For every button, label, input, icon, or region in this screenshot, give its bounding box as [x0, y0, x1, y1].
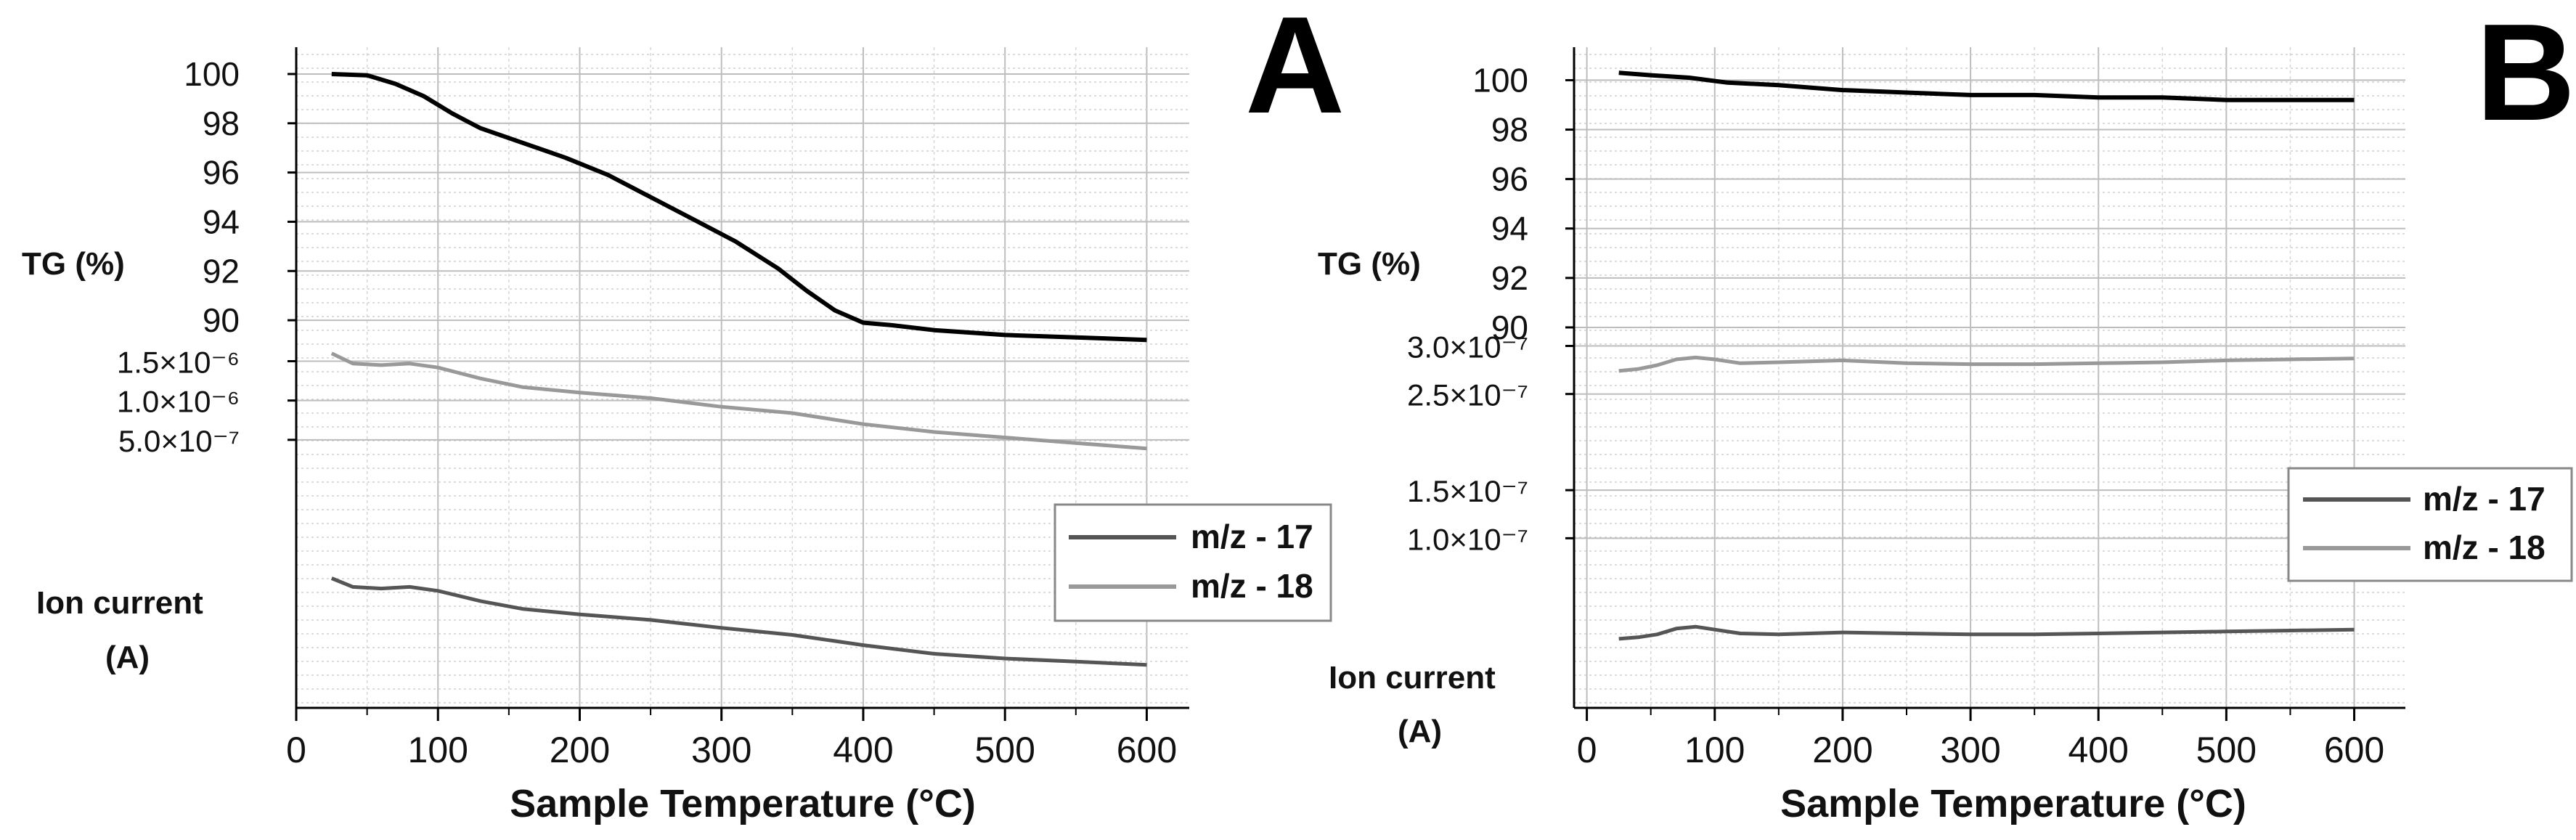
ion-tick-label: 5.0×10⁻⁷: [118, 424, 240, 458]
tg-tick-label: 96: [1491, 160, 1528, 198]
panel-a-x-ticks: 0 100 200 300 400 500 600: [286, 708, 1177, 770]
panel-b: B 0 100 200 300 400 500 600 100 98 96 94 92 90 3.0×…: [1318, 0, 2575, 825]
ion-tick-label: 1.5×10⁻⁶: [117, 346, 240, 380]
x-tick-label: 500: [2196, 730, 2257, 770]
panel-b-ion-ticks: 3.0×10⁻⁷ 2.5×10⁻⁷ 1.5×10⁻⁷ 1.0×10⁻⁷: [1407, 330, 1574, 556]
tg-tick-label: 90: [203, 301, 240, 339]
panel-a-legend-mz18: m/z - 18: [1191, 567, 1313, 605]
x-tick-label: 400: [833, 730, 893, 770]
panel-b-series: [1618, 70, 2355, 641]
panel-a: A 0 100 200 300 400 500 600 100 98 96 94 92 90 1.5×…: [22, 0, 1345, 825]
tg-tick-label: 100: [184, 55, 240, 93]
panel-b-letter: B: [2476, 0, 2575, 150]
panel-a-legend-mz17: m/z - 17: [1191, 518, 1313, 555]
ion-tick-label: 3.0×10⁻⁷: [1407, 330, 1528, 364]
tg-tick-label: 92: [1491, 259, 1528, 297]
panel-a-tg-label: TG (%): [22, 246, 125, 282]
x-tick-label: 500: [974, 730, 1035, 770]
x-tick-label: 200: [1812, 730, 1872, 770]
x-tick-label: 600: [1117, 730, 1177, 770]
x-tick-label: 300: [1940, 730, 2000, 770]
tg-tick-label: 98: [203, 105, 240, 142]
series-line-m-z-17: [1618, 624, 2355, 641]
panel-a-letter: A: [1245, 0, 1345, 142]
panel-a-ion-ticks: 1.5×10⁻⁶ 1.0×10⁻⁶ 5.0×10⁻⁷: [117, 346, 296, 458]
x-tick-label: 0: [286, 730, 306, 770]
panel-a-legend: m/z - 17 m/z - 18: [1053, 503, 1332, 622]
panel-b-ion-label-line2: (A): [1398, 714, 1442, 749]
panel-b-legend-box: [2287, 467, 2573, 582]
tg-tick-label: 94: [203, 203, 240, 240]
panel-a-ion-label-line1: Ion current: [36, 585, 203, 621]
tg-tick-label: 92: [203, 252, 240, 290]
panel-a-series: [330, 72, 1147, 667]
tg-tick-label: 98: [1491, 111, 1528, 149]
series-line-m-z-18: [330, 351, 1147, 451]
series-line-m-z-17: [330, 576, 1147, 667]
panel-a-grid: [295, 47, 1189, 708]
panel-a-tg-ticks: 100 98 96 94 92 90: [184, 55, 296, 339]
panel-b-legend-mz17: m/z - 17: [2423, 480, 2546, 518]
tg-tick-label: 90: [1491, 309, 1528, 346]
panel-a-legend-box: [1053, 503, 1332, 622]
panel-a-plot-area: [296, 47, 1189, 708]
x-tick-label: 100: [408, 730, 468, 770]
panel-b-ion-label-line1: Ion current: [1329, 660, 1496, 696]
x-tick-label: 600: [2324, 730, 2384, 770]
x-tick-label: 200: [550, 730, 610, 770]
x-tick-label: 0: [1577, 730, 1597, 770]
ion-tick-label: 2.5×10⁻⁷: [1407, 378, 1528, 412]
panel-a-ion-label-line2: (A): [105, 640, 150, 675]
series-line-m-z-18: [1618, 355, 2355, 373]
series-line-tg: [331, 72, 1147, 343]
panel-b-x-label: Sample Temperature (°C): [1780, 782, 2246, 825]
tg-tick-label: 100: [1472, 61, 1528, 99]
ion-tick-label: 1.5×10⁻⁷: [1407, 474, 1528, 508]
x-tick-label: 100: [1684, 730, 1745, 770]
ion-tick-label: 1.0×10⁻⁷: [1407, 522, 1528, 556]
series-line-tg: [1618, 70, 2355, 102]
panel-b-legend: m/z - 17 m/z - 18: [2287, 467, 2573, 582]
panel-b-legend-mz18: m/z - 18: [2423, 529, 2546, 566]
panel-b-x-ticks: 0 100 200 300 400 500 600: [1577, 708, 2384, 770]
panel-b-tg-label: TG (%): [1318, 246, 1421, 282]
x-tick-label: 400: [2068, 730, 2129, 770]
panel-a-x-label: Sample Temperature (°C): [510, 782, 976, 825]
tg-tick-label: 94: [1491, 210, 1528, 248]
ion-tick-label: 1.0×10⁻⁶: [117, 385, 240, 419]
tg-tick-label: 96: [203, 154, 240, 192]
panel-b-plot-area: [1574, 47, 2405, 708]
x-tick-label: 300: [691, 730, 751, 770]
panel-b-tg-ticks: 100 98 96 94 92 90: [1472, 61, 1574, 346]
